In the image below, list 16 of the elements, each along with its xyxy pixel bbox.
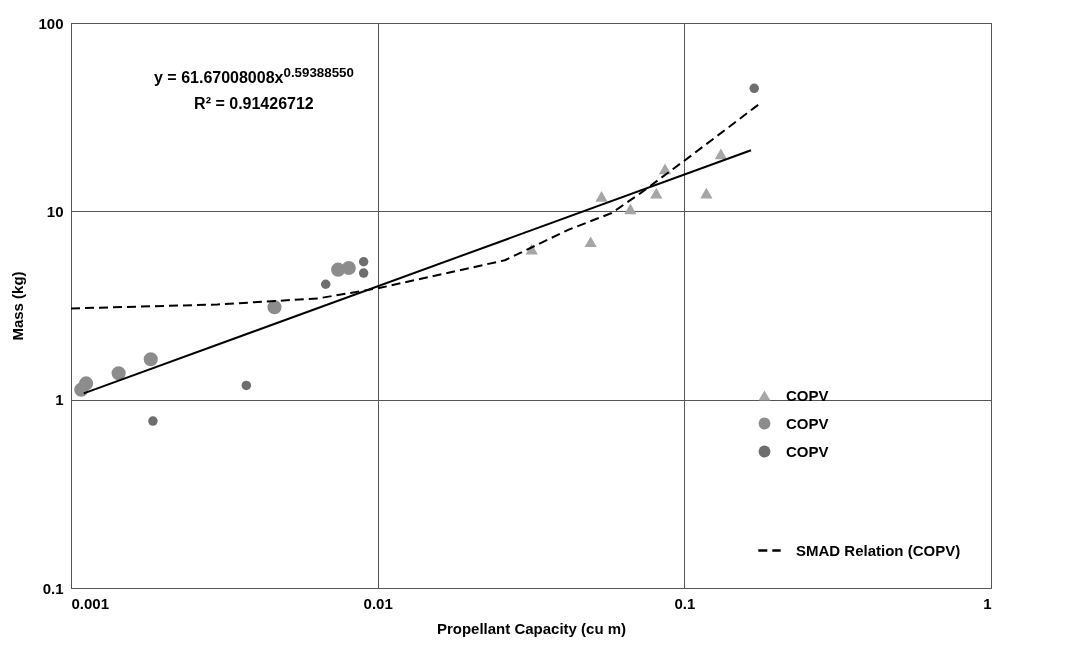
x-tick-label: 0.01 <box>363 594 393 612</box>
y-tick-label: 100 <box>38 14 64 32</box>
x-tick-label: 0.001 <box>71 594 110 612</box>
annotation: y = 61.67008008x$^{0.59388550}$ <box>154 64 354 89</box>
legend-label: COPV <box>786 442 829 460</box>
y-tick-label: 0.1 <box>42 579 64 597</box>
x-axis-title: Propellant Capacity (cu m) <box>436 619 627 637</box>
legend-label: SMAD Relation (COPV) <box>796 541 961 559</box>
legend-label: COPV <box>786 386 829 404</box>
y-tick-label: 1 <box>55 391 64 409</box>
y-axis-title: Mass (kg) <box>9 271 27 341</box>
x-tick-label: 0.1 <box>674 594 696 612</box>
x-tick-label: 1 <box>983 594 992 612</box>
y-tick-label: 10 <box>46 202 64 220</box>
legend-label: COPV <box>786 414 829 432</box>
annotation: R² = 0.91426712 <box>193 94 315 115</box>
